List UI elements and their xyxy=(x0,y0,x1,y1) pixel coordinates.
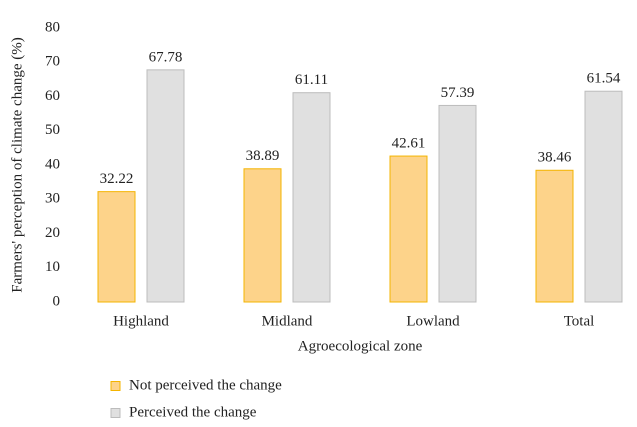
value-label: 38.46 xyxy=(538,150,572,166)
legend-label: Not perceived the change xyxy=(129,377,282,393)
value-label: 42.61 xyxy=(392,135,426,151)
y-tick-label: 30 xyxy=(45,191,60,207)
y-tick-label: 70 xyxy=(45,54,60,70)
x-tick-label: Highland xyxy=(113,313,169,329)
bar xyxy=(584,90,623,303)
y-tick-label: 20 xyxy=(45,225,60,241)
x-tick-label: Midland xyxy=(262,313,313,329)
bar xyxy=(292,92,331,303)
value-label: 38.89 xyxy=(246,148,280,164)
bar xyxy=(438,104,477,303)
bar xyxy=(97,191,136,303)
bar xyxy=(243,168,282,303)
legend-label: Perceived the change xyxy=(129,404,257,420)
bar xyxy=(389,155,428,303)
x-tick-label: Lowland xyxy=(406,313,460,329)
value-label: 61.11 xyxy=(295,72,328,88)
legend-swatch xyxy=(110,408,121,418)
bar xyxy=(535,169,574,303)
bar xyxy=(146,69,185,303)
x-axis-title: Agroecological zone xyxy=(298,338,423,354)
y-tick-label: 40 xyxy=(45,156,60,172)
value-label: 61.54 xyxy=(587,71,621,87)
legend-swatch xyxy=(110,381,121,391)
value-label: 67.78 xyxy=(149,49,183,65)
x-tick-label: Total xyxy=(564,313,595,329)
value-label: 32.22 xyxy=(100,171,134,187)
y-axis-title: Farmers' perception of climate change (%… xyxy=(9,37,25,293)
y-tick-label: 10 xyxy=(45,259,60,275)
value-label: 57.39 xyxy=(441,85,475,101)
y-tick-label: 0 xyxy=(53,293,61,309)
y-tick-label: 80 xyxy=(45,19,60,35)
y-tick-label: 60 xyxy=(45,88,60,104)
y-tick-label: 50 xyxy=(45,122,60,138)
